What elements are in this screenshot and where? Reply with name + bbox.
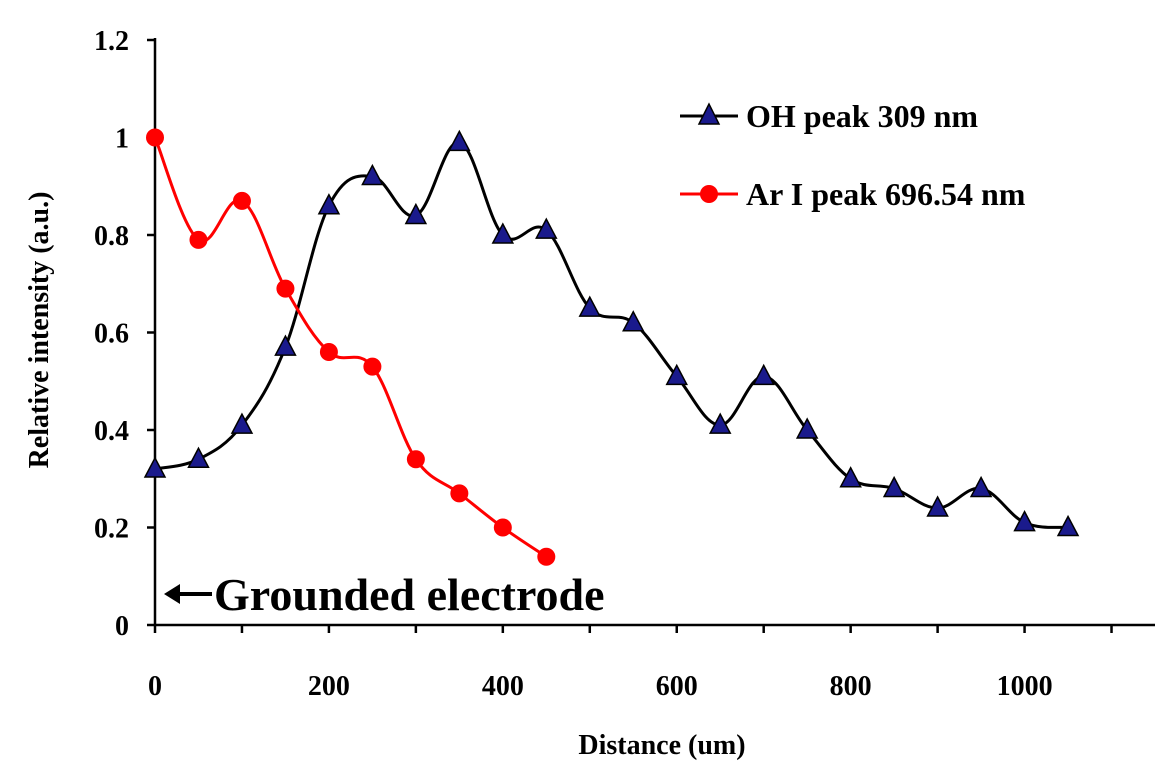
data-point-circle (493, 518, 512, 537)
data-point-triangle (926, 495, 949, 517)
x-tick-label: 600 (656, 671, 698, 702)
data-point-circle (276, 279, 295, 298)
y-tick-label: 0.6 (94, 319, 129, 350)
x-tick-label: 200 (308, 671, 350, 702)
data-point-circle (406, 450, 425, 469)
y-tick-label: 1 (115, 124, 129, 155)
data-point-triangle (535, 217, 558, 239)
data-point-circle (146, 128, 164, 147)
legend-item-ar: Ar I peak 696.54 nm (680, 176, 1026, 212)
left-arrow-icon (164, 584, 180, 604)
plot-series (143, 128, 1080, 566)
x-tick-label: 0 (148, 671, 162, 702)
circle-marker-icon (700, 185, 718, 203)
series-0 (143, 129, 1080, 537)
data-point-triangle (448, 129, 471, 152)
x-tick-label: 800 (830, 671, 872, 702)
y-tick-label: 0.2 (94, 514, 129, 545)
data-point-triangle (578, 295, 602, 317)
x-axis-label: Distance (um) (578, 730, 745, 761)
grounded-electrode-annotation: Grounded electrode (164, 569, 605, 620)
data-point-circle (189, 230, 208, 249)
x-tick-label: 400 (482, 671, 524, 702)
data-point-triangle (361, 163, 384, 186)
y-tick-label: 0.8 (94, 221, 129, 252)
data-point-triangle (230, 412, 254, 434)
data-point-circle (232, 191, 251, 210)
data-point-triangle (1056, 514, 1080, 537)
data-point-triangle (752, 363, 775, 386)
axes (153, 38, 1155, 627)
data-point-triangle (665, 363, 688, 386)
data-point-triangle (187, 446, 210, 468)
y-tick-label: 0 (115, 611, 129, 642)
data-point-triangle (317, 193, 341, 215)
y-tick-label: 0.4 (94, 416, 129, 447)
x-tick-label: 1000 (997, 671, 1053, 702)
y-axis-label: Relative intensity (a.u.) (24, 192, 55, 469)
legend-label-ar: Ar I peak 696.54 nm (746, 176, 1026, 212)
data-point-triangle (491, 222, 515, 244)
y-tick-label: 1.2 (94, 26, 129, 57)
data-point-triangle (404, 202, 428, 225)
legend-label-oh: OH peak 309 nm (746, 98, 978, 134)
ticks: 0 0.2 0.4 0.6 0.8 1 1.2 0 200 400 600 800 1000 (94, 26, 1113, 702)
data-point-triangle (882, 475, 906, 498)
data-point-triangle (708, 412, 732, 434)
data-point-triangle (1013, 510, 1036, 532)
data-point-circle (319, 343, 338, 361)
data-point-triangle (143, 456, 167, 478)
series-1 (146, 128, 556, 566)
legend-item-oh: OH peak 309 nm (680, 98, 978, 134)
triangle-marker-icon (697, 102, 721, 125)
data-point-triangle (274, 334, 297, 356)
legend: OH peak 309 nm Ar I peak 696.54 nm (680, 98, 1026, 212)
data-point-circle (450, 484, 469, 503)
data-point-circle (363, 357, 382, 376)
data-point-triangle (795, 417, 819, 439)
annotation-text: Grounded electrode (214, 569, 605, 620)
data-point-triangle (622, 310, 645, 332)
data-point-triangle (969, 475, 993, 498)
data-point-circle (537, 547, 556, 566)
data-point-triangle (839, 466, 862, 488)
